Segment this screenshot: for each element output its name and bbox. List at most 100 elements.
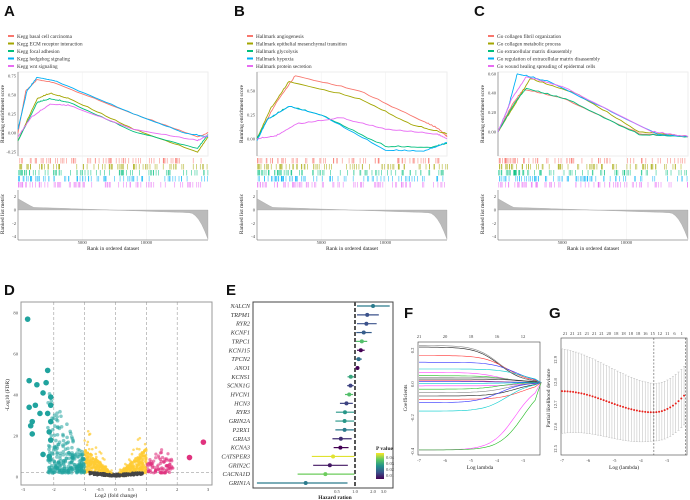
gene-hit-tick	[566, 158, 568, 164]
deviance-point	[591, 395, 594, 398]
gene-hit-tick	[277, 182, 278, 188]
gene-label: NALCN	[229, 303, 250, 310]
gene-hit-tick	[600, 170, 601, 176]
gene-hit-tick	[326, 164, 327, 170]
point-mid	[89, 466, 92, 470]
point-down	[50, 451, 54, 455]
gene-hit-tick	[202, 164, 203, 170]
deviance-point	[655, 411, 658, 414]
top-tick-label: 18	[636, 331, 641, 336]
gene-hit-tick	[27, 176, 29, 182]
point-mid	[125, 469, 128, 473]
gene-hit-tick	[360, 182, 361, 188]
gene-hit-tick	[21, 170, 23, 176]
gene-hit-tick	[362, 164, 363, 170]
gene-hit-tick	[38, 182, 40, 188]
point-down	[55, 411, 59, 415]
gene-hit-tick	[654, 176, 656, 182]
gene-label: GRIA3	[233, 436, 250, 443]
metric-tick-label: -4	[492, 234, 497, 239]
gene-hit-tick	[623, 170, 625, 176]
metric-tick-label: -2	[12, 221, 17, 226]
gene-hit-tick	[579, 176, 581, 182]
deviance-point	[644, 410, 647, 413]
gene-hit-tick	[132, 170, 133, 176]
x-tick-label: -3	[665, 458, 670, 463]
gene-hit-tick	[164, 158, 166, 164]
deviance-point	[624, 406, 627, 409]
gene-hit-tick	[18, 176, 20, 182]
gene-hit-tick	[146, 182, 148, 188]
gene-hit-tick	[18, 182, 20, 188]
gene-hit-tick	[21, 164, 23, 170]
gene-hit-tick	[575, 182, 577, 188]
gene-hit-tick	[380, 176, 382, 182]
y-tick-label: 12.7	[553, 400, 558, 409]
gene-hit-tick	[68, 176, 69, 182]
point-mid	[86, 467, 90, 471]
point-up	[161, 467, 166, 471]
gene-hit-tick	[323, 158, 325, 164]
point-mid	[91, 457, 94, 460]
hazard-point	[323, 472, 328, 477]
gene-hit-tick	[287, 182, 289, 188]
gene-hit-tick	[356, 164, 357, 170]
hazard-point	[356, 357, 361, 362]
gene-hit-tick	[446, 164, 448, 170]
gene-hit-tick	[32, 170, 34, 176]
legend-entry: Go regulation of extracellular matrix di…	[497, 55, 600, 62]
deviance-point	[616, 404, 619, 407]
gene-hit-tick	[167, 170, 169, 176]
gene-hit-tick	[499, 158, 500, 164]
gene-hit-tick	[172, 176, 174, 182]
gene-hit-tick	[592, 170, 594, 176]
deviance-point	[563, 390, 566, 393]
coefficient-path	[419, 381, 542, 383]
gene-hit-tick	[60, 170, 62, 176]
gene-hit-tick	[159, 158, 160, 164]
gene-hit-tick	[130, 176, 132, 182]
gene-hit-tick	[177, 158, 179, 164]
gene-hit-tick	[509, 164, 511, 170]
gene-hit-tick	[631, 182, 633, 188]
gene-hit-tick	[602, 164, 603, 170]
gene-hit-tick	[257, 182, 258, 188]
gene-hit-tick	[292, 182, 293, 188]
point-mid	[135, 447, 139, 451]
point-mid	[86, 452, 89, 455]
gene-hit-tick	[283, 182, 285, 188]
gene-hit-tick	[313, 158, 314, 164]
point-ns	[136, 474, 139, 477]
gene-hit-tick	[55, 170, 57, 176]
point-mid	[92, 460, 96, 464]
gene-hit-tick	[71, 158, 72, 164]
top-tick-label: 1	[681, 331, 684, 336]
gene-hit-tick	[402, 170, 404, 176]
gene-hit-tick	[507, 164, 508, 170]
gene-hit-tick	[641, 170, 643, 176]
es-curve	[497, 76, 689, 138]
point-mid	[132, 448, 135, 452]
point-down	[75, 464, 80, 469]
gene-hit-tick	[373, 182, 375, 188]
gene-hit-tick	[508, 182, 510, 188]
gene-hit-tick	[46, 158, 48, 164]
gene-hit-tick	[133, 164, 134, 170]
gene-hit-tick	[151, 158, 152, 164]
point-down	[57, 464, 62, 469]
gene-hit-tick	[528, 170, 530, 176]
gene-hit-tick	[664, 164, 665, 170]
gene-hit-tick	[656, 182, 658, 188]
gene-hit-tick	[192, 164, 194, 170]
gene-hit-tick	[19, 170, 21, 176]
gene-hit-tick	[82, 164, 84, 170]
gene-hit-tick	[670, 182, 672, 188]
top-tick-label: 21	[570, 331, 575, 336]
point-up	[159, 448, 164, 452]
gene-hit-tick	[322, 170, 324, 176]
x-axis-title: Hazard ration	[318, 495, 351, 500]
gene-hit-tick	[25, 182, 26, 188]
metric-tick-label: 0	[494, 208, 497, 213]
gene-hit-tick	[633, 158, 635, 164]
point-mid	[144, 468, 148, 472]
